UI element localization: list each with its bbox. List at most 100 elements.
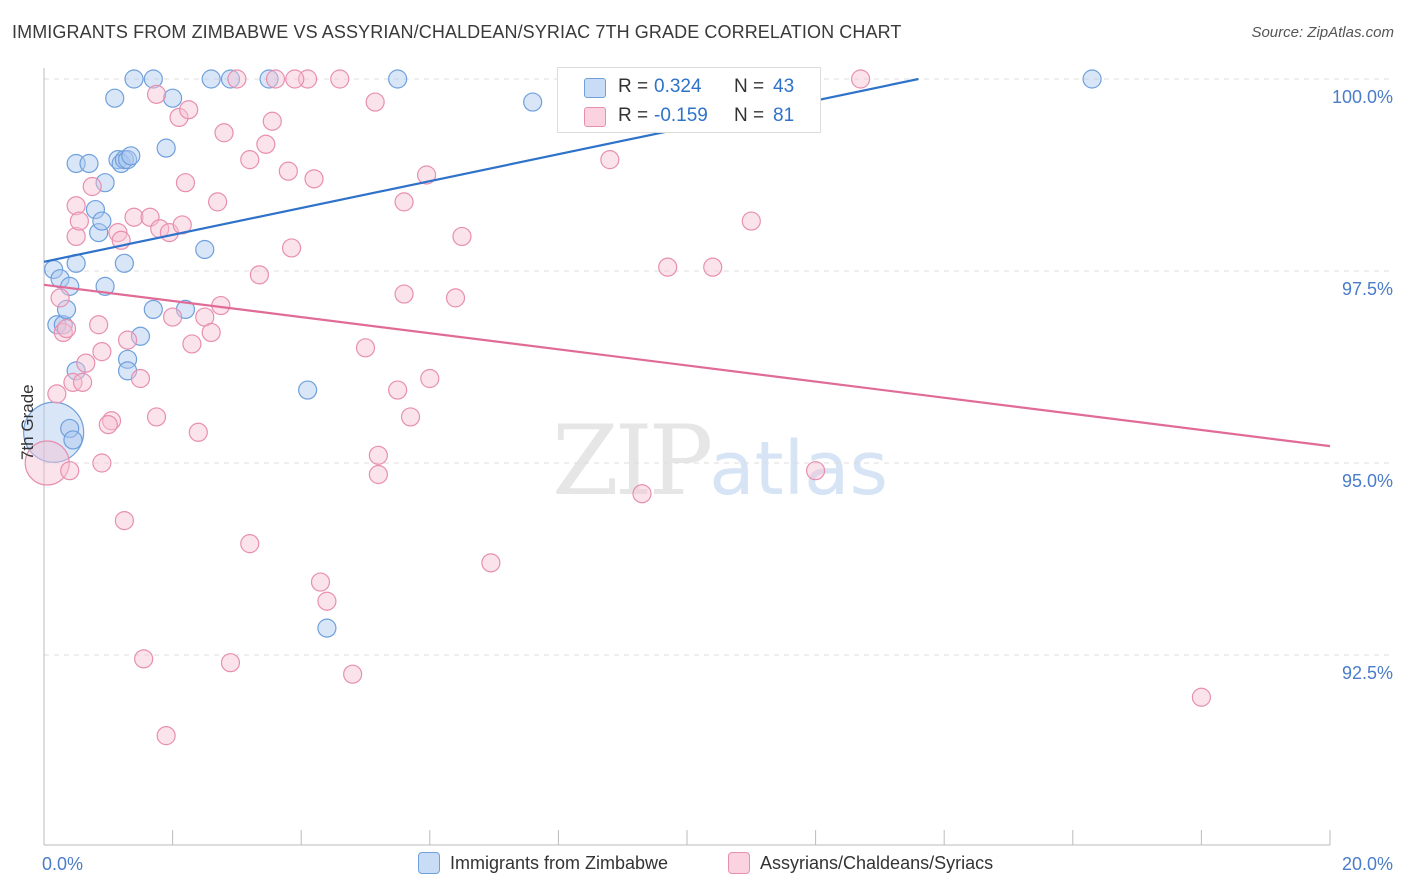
assyrian-point — [632, 484, 652, 504]
zimbabwe-point — [85, 199, 106, 220]
assyrian-point — [117, 330, 138, 350]
assyrian-point — [89, 315, 109, 335]
zimbabwe-point — [143, 69, 163, 89]
zimbabwe-point — [220, 69, 241, 89]
assyrian-point — [72, 372, 93, 392]
legend-r-label: R = — [618, 76, 649, 97]
x-tick-label: 0.0% — [42, 854, 83, 874]
assyrian-point — [156, 726, 176, 746]
assyrian-point — [658, 257, 678, 277]
legend-row-assyrian: R = -0.159 N = 81 — [558, 101, 820, 131]
zimbabwe-point — [163, 88, 183, 108]
trend-lines — [43, 77, 1331, 448]
chart-title: IMMIGRANTS FROM ZIMBABWE VS ASSYRIAN/CHA… — [12, 22, 902, 42]
assyrian-point — [82, 176, 102, 197]
zimbabwe-point — [317, 618, 337, 638]
assyrian-point — [240, 150, 260, 170]
assyrian-point — [416, 165, 437, 185]
zimbabwe-point — [156, 138, 176, 158]
assyrian-point — [92, 453, 112, 473]
y-tick-label: 92.5% — [1342, 663, 1393, 683]
assyrian-point — [256, 134, 276, 154]
zimbabwe-point — [130, 326, 151, 346]
assyrian-point — [108, 223, 128, 243]
assyrian-point — [92, 342, 112, 362]
assyrian-point — [114, 510, 134, 531]
assyrian-point — [365, 92, 385, 112]
y-tick-label: 97.5% — [1342, 279, 1393, 299]
zimbabwe-point — [121, 146, 141, 166]
assyrian-point — [703, 257, 723, 277]
assyrian-point — [355, 338, 376, 358]
series-zimbabwe-points — [23, 69, 1102, 638]
assyrian-point — [420, 368, 440, 389]
tick-labels: 92.5% 95.0% 97.5% 100.0% 0.0% 20.0% — [42, 87, 1393, 874]
assyrian-point — [452, 226, 472, 247]
assyrian-point — [63, 372, 83, 392]
assyrian-point — [24, 440, 70, 486]
legend-n-value: 81 — [773, 105, 795, 126]
legend-n-label: N = — [734, 76, 765, 97]
zimbabwe-point — [201, 69, 221, 89]
assyrian-point — [163, 307, 183, 327]
assyrian-point — [278, 161, 298, 181]
assyrian-point — [310, 572, 331, 592]
assyrian-point — [179, 100, 199, 120]
zimbabwe-point — [259, 69, 279, 89]
zimbabwe-point — [66, 361, 86, 381]
zimbabwe-point — [105, 88, 125, 108]
assyrian-point — [124, 207, 144, 227]
assyrian-point — [285, 69, 305, 89]
assyrian-point — [98, 415, 118, 435]
assyrian-point — [227, 69, 247, 89]
legend-n-label: N = — [734, 105, 765, 126]
assyrian-point — [330, 69, 350, 89]
assyrian-point — [388, 380, 408, 400]
bottom-legend-zimbabwe: Immigrants from Zimbabwe — [418, 852, 668, 875]
assyrian-point — [600, 150, 620, 170]
assyrian-point — [368, 445, 388, 465]
assyrian-point — [394, 284, 414, 304]
assyrian-point — [47, 384, 67, 404]
assyrian-point — [169, 107, 189, 128]
legend-r-value: -0.159 — [654, 105, 708, 126]
assyrian-point — [304, 169, 324, 189]
watermark-zip: ZIP — [552, 405, 713, 517]
assyrian-point — [134, 649, 154, 669]
zimbabwe-point — [388, 69, 408, 89]
legend-swatch-pink — [584, 107, 606, 127]
assyrian-point — [317, 591, 337, 611]
zimbabwe-point — [60, 418, 80, 439]
assyrian-point — [368, 464, 388, 485]
legend-n-value: 43 — [773, 76, 795, 97]
assyrian-point — [262, 111, 282, 131]
zimbabwe-point — [92, 211, 112, 231]
bottom-legend-assyrian: Assyrians/Chaldeans/Syriacs — [728, 852, 993, 875]
assyrian-point — [249, 265, 270, 285]
assyrian-point — [240, 534, 260, 554]
assyrian-point — [56, 319, 77, 339]
zimbabwe-point — [95, 173, 115, 193]
assyrian-trend-line — [43, 283, 1331, 448]
assyrian-point — [201, 322, 221, 343]
assyrian-point — [146, 84, 167, 104]
bottom-legend-swatch-blue — [418, 852, 440, 875]
assyrian-point — [208, 192, 228, 212]
y-tick-label: 100.0% — [1332, 87, 1393, 107]
assyrian-point — [214, 123, 234, 143]
assyrian-point — [281, 238, 302, 258]
zimbabwe-point — [47, 315, 67, 335]
assyrian-point — [188, 422, 208, 442]
zimbabwe-point — [56, 299, 77, 319]
chart-source: Source: ZipAtlas.com — [1251, 24, 1394, 41]
assyrian-point — [265, 69, 286, 89]
assyrian-point — [66, 196, 86, 216]
zimbabwe-point — [1082, 69, 1102, 89]
y-axis-label: 7th Grade — [18, 384, 37, 460]
assyrian-point — [146, 407, 167, 427]
legend-r-value: 0.324 — [654, 76, 702, 97]
assyrian-point — [76, 353, 96, 373]
assyrian-point — [1191, 687, 1212, 707]
axes — [43, 68, 1331, 846]
